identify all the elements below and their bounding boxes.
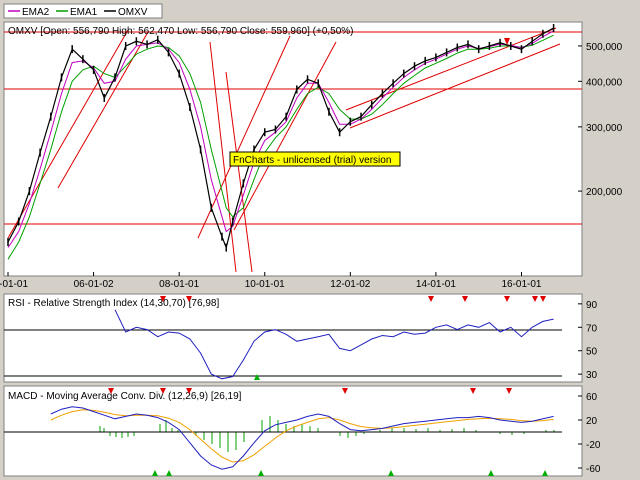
legend-box — [3, 3, 163, 19]
y-tick-label: 60 — [586, 392, 598, 403]
rsi-sell-marker — [462, 296, 468, 302]
macd-sell-marker — [160, 388, 166, 394]
rsi-series — [114, 309, 554, 380]
rsi-header: RSI - Relative Strength Index (14,30,70)… — [8, 298, 219, 309]
macd-sell-marker — [506, 388, 512, 394]
macd-buy-marker — [258, 470, 264, 476]
time-axis: 04-01-01 06-01-02 08-01-01 10-01-01 12-01-02… — [0, 272, 542, 290]
series-ema1-line — [7, 34, 554, 260]
macd-sell-marker — [342, 388, 348, 394]
series-macd-line — [50, 406, 554, 470]
x-tick-label: 08-01-01 — [159, 279, 199, 290]
rsi-buy-marker — [254, 374, 260, 380]
macd-buy-marker — [542, 470, 548, 476]
price-series — [7, 24, 555, 260]
y-tick-label: 30 — [586, 370, 598, 381]
price-axis: 200,000 300,000 400,000 500,000 — [578, 42, 623, 198]
y-tick-label: 90 — [586, 300, 598, 311]
trendline-fall-b — [225, 71, 253, 273]
rsi-guides — [4, 329, 562, 377]
rsi-sell-marker — [540, 296, 546, 302]
x-tick-label: 12-01-02 — [330, 279, 370, 290]
watermark-text: FnCharts - unlicensed (trial) version — [233, 155, 391, 166]
x-tick-label: 06-01-02 — [74, 279, 114, 290]
macd-buy-marker — [166, 470, 172, 476]
legend-label-omxv: OMXV — [118, 7, 148, 18]
rsi-sell-marker — [186, 296, 192, 302]
y-tick-label: 200,000 — [586, 187, 623, 198]
x-tick-label: 14-01-01 — [416, 279, 456, 290]
y-tick-label: 50 — [586, 347, 598, 358]
series-rsi-line — [114, 309, 554, 380]
rsi-axis: 30 50 70 90 — [578, 300, 598, 381]
macd-sell-marker — [108, 388, 114, 394]
y-tick-label: 70 — [586, 323, 598, 334]
macd-series — [50, 406, 554, 470]
series-signal-line — [50, 409, 554, 463]
channel-lower — [349, 43, 561, 129]
watermark-box — [229, 151, 401, 167]
y-tick-label: -20 — [586, 440, 601, 451]
rsi-sell-marker — [160, 296, 166, 302]
macd-buy-marker — [488, 470, 494, 476]
signal-markers — [108, 38, 548, 476]
trial-watermark: FnCharts - unlicensed (trial) version — [229, 151, 401, 167]
legend: EMA2 EMA1 OMXV — [3, 3, 163, 19]
y-tick-label: 20 — [586, 416, 598, 427]
price-header: OMXV [Open: 556,790 High: 562,470 Low: 5… — [8, 26, 354, 37]
legend-label-ema2: EMA2 — [22, 7, 50, 18]
macd-buy-marker — [388, 470, 394, 476]
macd-sell-marker — [470, 388, 476, 394]
rsi-panel[interactable] — [3, 293, 583, 383]
y-tick-label: 500,000 — [586, 42, 623, 53]
x-tick-label: 10-01-01 — [245, 279, 285, 290]
trendline-fall-a — [209, 41, 237, 273]
channel-upper — [345, 27, 557, 111]
price-sell-arrow — [504, 38, 510, 45]
macd-buy-marker — [152, 470, 158, 476]
y-tick-label: 300,000 — [586, 123, 623, 134]
trendline-rise-2009b — [233, 41, 337, 231]
y-tick-label: -60 — [586, 464, 601, 475]
x-tick-label: 16-01-01 — [501, 279, 541, 290]
macd-header: MACD - Moving Average Conv. Div. (12,26,… — [8, 391, 242, 402]
price-panel[interactable] — [3, 21, 583, 277]
macd-axis: -60 -20 20 60 — [578, 392, 601, 475]
macd-sell-marker — [186, 388, 192, 394]
trendline-rise-2004 — [7, 29, 129, 239]
rsi-sell-marker — [428, 296, 434, 302]
trendline-rise-2009a — [197, 35, 291, 239]
legend-label-ema1: EMA1 — [70, 7, 98, 18]
rsi-sell-marker — [532, 296, 538, 302]
price-trendlines — [4, 27, 582, 273]
x-tick-label: 04-01-01 — [0, 279, 28, 290]
y-tick-label: 400,000 — [586, 77, 623, 88]
rsi-sell-marker — [504, 296, 510, 302]
